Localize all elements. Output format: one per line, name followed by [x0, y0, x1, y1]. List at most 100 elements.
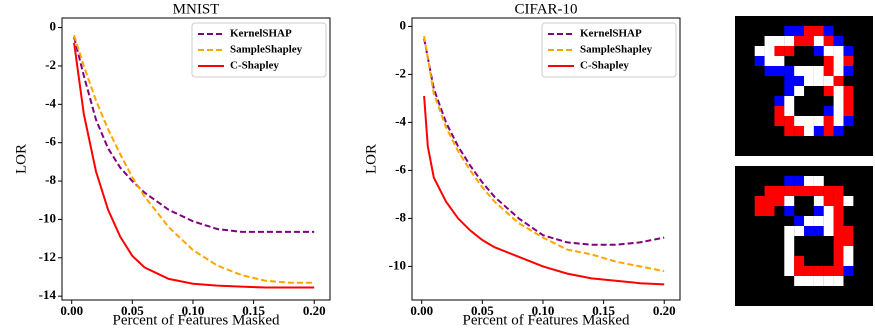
image-pixel — [843, 106, 853, 116]
image-pixel — [784, 206, 794, 216]
y-tick-label: -12 — [39, 249, 56, 264]
x-tick-label: 0.05 — [121, 303, 144, 318]
image-pixel — [804, 76, 814, 86]
image-pixel — [814, 226, 824, 236]
chart-title: CIFAR-10 — [514, 1, 577, 17]
example-images — [735, 16, 873, 306]
legend-label: SampleShapley — [230, 44, 303, 56]
image-pixel — [765, 56, 775, 66]
image-pixel — [755, 206, 765, 216]
legend-label: C-Shapley — [580, 60, 629, 72]
image-pixel — [765, 196, 775, 206]
image-pixel — [834, 186, 844, 196]
image-pixel — [834, 86, 844, 96]
series-line — [74, 43, 314, 288]
y-tick-label: -6 — [45, 134, 56, 149]
x-tick-label: 0.15 — [242, 303, 265, 318]
image-pixel — [765, 36, 775, 46]
image-pixel — [794, 266, 804, 276]
image-pixel — [834, 106, 844, 116]
image-pixel — [834, 76, 844, 86]
image-pixel — [834, 126, 844, 136]
image-pixel — [784, 76, 794, 86]
image-pixel — [824, 186, 834, 196]
image-pixel — [843, 256, 853, 266]
image-pixel — [824, 56, 834, 66]
image-pixel — [824, 266, 834, 276]
image-pixel — [824, 276, 834, 286]
image-pixel — [784, 186, 794, 196]
image-pixel — [774, 66, 784, 76]
y-tick-label: -2 — [45, 57, 56, 72]
image-pixel — [824, 46, 834, 56]
image-pixel — [774, 106, 784, 116]
image-pixel — [824, 106, 834, 116]
image-pixel — [834, 196, 844, 206]
image-pixel — [765, 186, 775, 196]
image-pixel — [814, 76, 824, 86]
image-pixel — [804, 276, 814, 286]
image-pixel — [784, 116, 794, 126]
image-pixel — [804, 26, 814, 36]
image-pixel — [843, 86, 853, 96]
image-pixel — [824, 76, 834, 86]
image-pixel — [843, 66, 853, 76]
image-pixel — [843, 46, 853, 56]
image-pixel — [824, 206, 834, 216]
image-pixel — [843, 266, 853, 276]
image-pixel — [814, 186, 824, 196]
image-pixel — [824, 196, 834, 206]
image-pixel — [784, 246, 794, 256]
image-pixel — [784, 96, 794, 106]
y-tick-label: -4 — [395, 113, 406, 128]
image-pixel — [814, 126, 824, 136]
x-tick-label: 0.00 — [60, 303, 83, 318]
image-pixel — [794, 126, 804, 136]
series-line — [424, 96, 664, 284]
x-tick-label: 0.00 — [410, 303, 433, 318]
image-pixel — [834, 216, 844, 226]
image-pixel — [814, 26, 824, 36]
legend-label: C-Shapley — [230, 60, 279, 72]
image-pixel — [843, 246, 853, 256]
y-tick-label: -6 — [395, 161, 406, 176]
image-pixel — [794, 86, 804, 96]
image-pixel — [834, 96, 844, 106]
image-pixel — [765, 46, 775, 56]
image-pixel — [814, 206, 824, 216]
image-pixel — [814, 46, 824, 56]
image-pixel — [784, 26, 794, 36]
image-pixel — [804, 216, 814, 226]
x-tick-label: 0.05 — [471, 303, 494, 318]
image-pixel — [814, 196, 824, 206]
image-pixel — [834, 256, 844, 266]
image-pixel — [794, 276, 804, 286]
image-pixel — [804, 186, 814, 196]
image-pixel — [804, 266, 814, 276]
legend-label: SampleShapley — [580, 44, 653, 56]
image-pixel — [794, 216, 804, 226]
x-tick-label: 0.10 — [182, 303, 205, 318]
image-pixel — [784, 86, 794, 96]
y-axis-label: LOR — [13, 144, 29, 174]
image-pixel — [814, 176, 824, 186]
image-pixel — [784, 266, 794, 276]
image-pixel — [784, 256, 794, 266]
image-pixel — [824, 26, 834, 36]
image-pixel — [794, 256, 804, 266]
image-pixel — [834, 206, 844, 216]
image-pixel — [834, 56, 844, 66]
x-tick-label: 0.15 — [592, 303, 615, 318]
image-pixel — [834, 116, 844, 126]
image-pixel — [843, 236, 853, 246]
image-pixel — [784, 66, 794, 76]
image-pixel — [794, 66, 804, 76]
image-pixel — [834, 236, 844, 246]
image-pixel — [843, 196, 853, 206]
y-tick-label: -10 — [389, 257, 406, 272]
image-pixel — [834, 46, 844, 56]
image-pixel — [794, 26, 804, 36]
x-tick-label: 0.10 — [532, 303, 555, 318]
x-tick-label: 0.20 — [653, 303, 676, 318]
image-pixel — [824, 126, 834, 136]
